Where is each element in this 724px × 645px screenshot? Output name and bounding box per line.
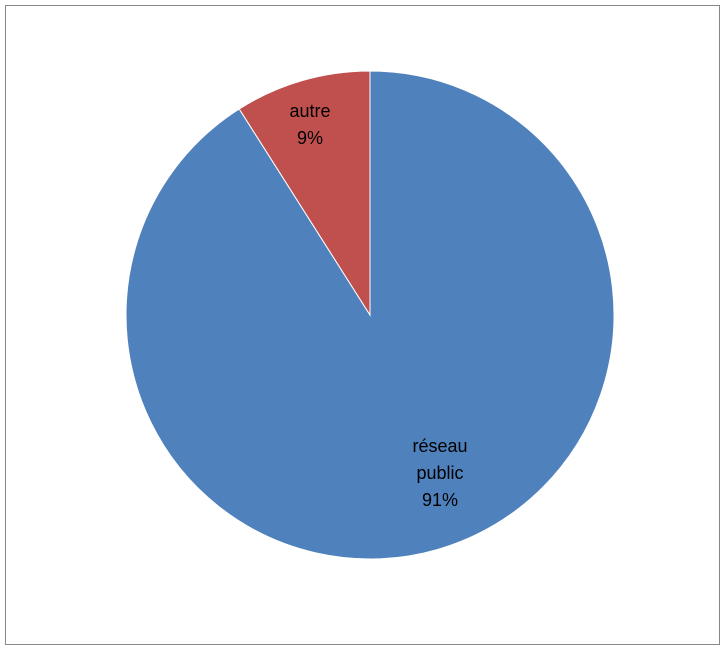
slice-label-text: public bbox=[416, 463, 463, 483]
slice-label-text: réseau bbox=[412, 436, 467, 456]
pie-slice-1 bbox=[238, 70, 371, 317]
slice-label-1: autre 9% bbox=[289, 101, 330, 148]
slice-value-text: 9% bbox=[297, 128, 323, 148]
pie-chart: réseau public 91% autre 9% bbox=[125, 70, 615, 560]
slice-label-text: autre bbox=[289, 101, 330, 121]
slice-label-0: réseau public 91% bbox=[412, 436, 467, 510]
slice-value-text: 91% bbox=[422, 490, 458, 510]
